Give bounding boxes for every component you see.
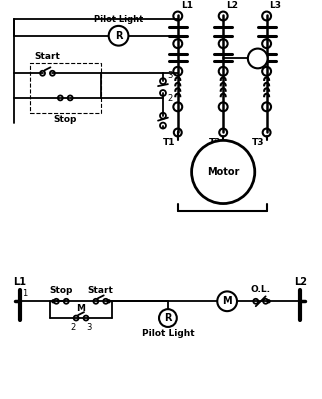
- Text: L1: L1: [181, 1, 193, 10]
- Text: T1: T1: [163, 138, 176, 147]
- Circle shape: [107, 299, 111, 304]
- Text: Stop: Stop: [53, 115, 77, 124]
- Circle shape: [192, 140, 255, 203]
- Circle shape: [159, 309, 177, 327]
- Text: L2: L2: [294, 277, 307, 287]
- Text: 2: 2: [167, 94, 172, 103]
- Text: Pilot Light: Pilot Light: [142, 329, 194, 338]
- Circle shape: [217, 291, 237, 311]
- Circle shape: [109, 26, 128, 45]
- Text: 2: 2: [71, 323, 76, 332]
- Text: M: M: [222, 296, 232, 306]
- Circle shape: [51, 299, 56, 304]
- Circle shape: [248, 49, 268, 68]
- Text: T3: T3: [252, 138, 265, 147]
- Text: L1: L1: [13, 277, 26, 287]
- Text: M: M: [77, 304, 86, 313]
- Circle shape: [266, 299, 271, 304]
- Text: O.L.: O.L.: [251, 285, 271, 294]
- Text: 1: 1: [22, 289, 27, 298]
- Text: Start: Start: [34, 52, 61, 61]
- Text: 3: 3: [86, 323, 91, 332]
- Text: L2: L2: [226, 1, 238, 10]
- Text: L3: L3: [270, 1, 281, 10]
- Text: 3: 3: [167, 71, 172, 80]
- Text: Start: Start: [88, 286, 114, 295]
- Text: T2: T2: [209, 138, 221, 147]
- Text: R: R: [164, 313, 172, 323]
- Text: R: R: [115, 31, 122, 41]
- Text: Pilot Light: Pilot Light: [94, 15, 143, 24]
- Text: Motor: Motor: [207, 167, 239, 177]
- Bar: [30, 63, 101, 113]
- Text: Stop: Stop: [50, 286, 73, 295]
